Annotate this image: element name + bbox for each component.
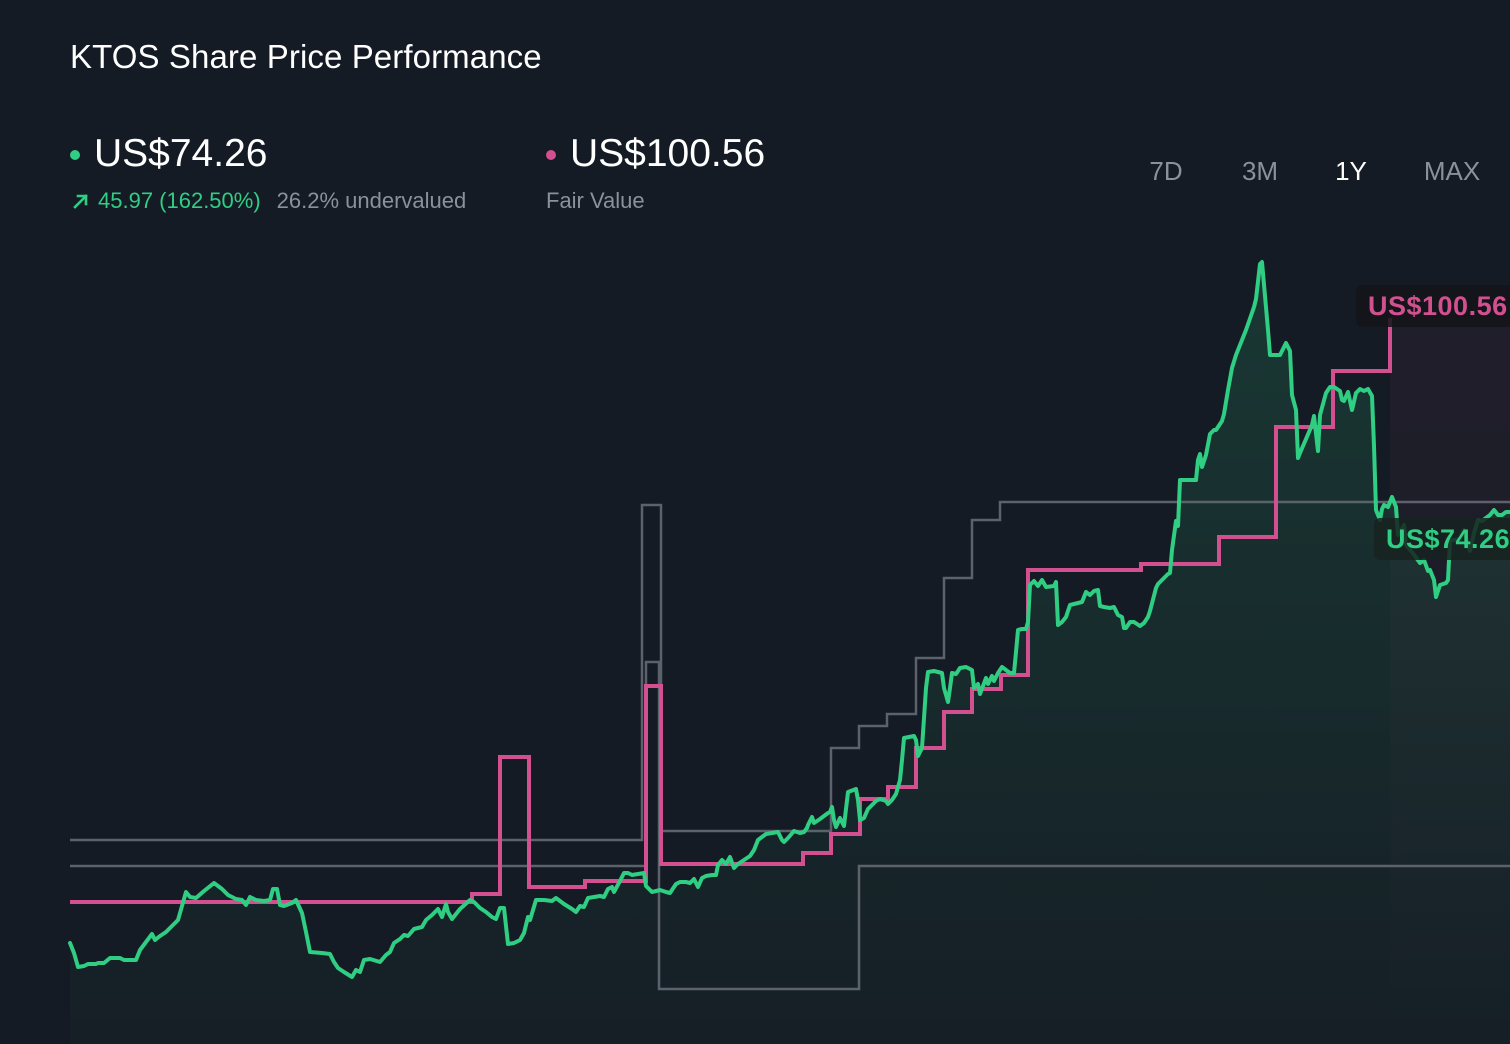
price-area-fill bbox=[70, 262, 1510, 1044]
price-change: 45.97 (162.50%) bbox=[70, 188, 261, 214]
fair-value-legend-dot bbox=[546, 150, 556, 160]
fair-value-projection-area bbox=[1390, 318, 1510, 1044]
valuation-status: 26.2% undervalued bbox=[276, 188, 467, 213]
arrow-up-right-icon bbox=[73, 194, 88, 209]
share-price-value: US$74.26 bbox=[94, 132, 268, 175]
time-range-tabs: 7D 3M 1Y MAX bbox=[1146, 152, 1482, 191]
share-price-legend-dot bbox=[70, 150, 80, 160]
tab-max[interactable]: MAX bbox=[1423, 156, 1481, 186]
analyst-range-upper-line bbox=[70, 500, 1510, 842]
fair-value-tag: US$100.56 bbox=[1356, 285, 1510, 327]
share-price-tag: US$74.26 bbox=[1374, 518, 1510, 560]
page-title: KTOS Share Price Performance bbox=[70, 38, 542, 75]
share-price-summary: US$74.26 45.97 (162.50%) 26.2% undervalu… bbox=[70, 130, 466, 214]
fair-value-value: US$100.56 bbox=[570, 132, 766, 175]
fair-value-summary: US$100.56 Fair Value bbox=[546, 130, 765, 214]
analyst-range-lower-line bbox=[70, 660, 1510, 991]
price-change-value: 45.97 (162.50%) bbox=[98, 188, 261, 213]
share-price-line bbox=[68, 260, 1510, 979]
fair-value-line bbox=[70, 318, 1392, 904]
fair-value-label: Fair Value bbox=[546, 188, 645, 213]
tab-3m[interactable]: 3M bbox=[1241, 156, 1279, 186]
tab-1y[interactable]: 1Y bbox=[1335, 156, 1367, 186]
tab-7d[interactable]: 7D bbox=[1149, 156, 1183, 186]
